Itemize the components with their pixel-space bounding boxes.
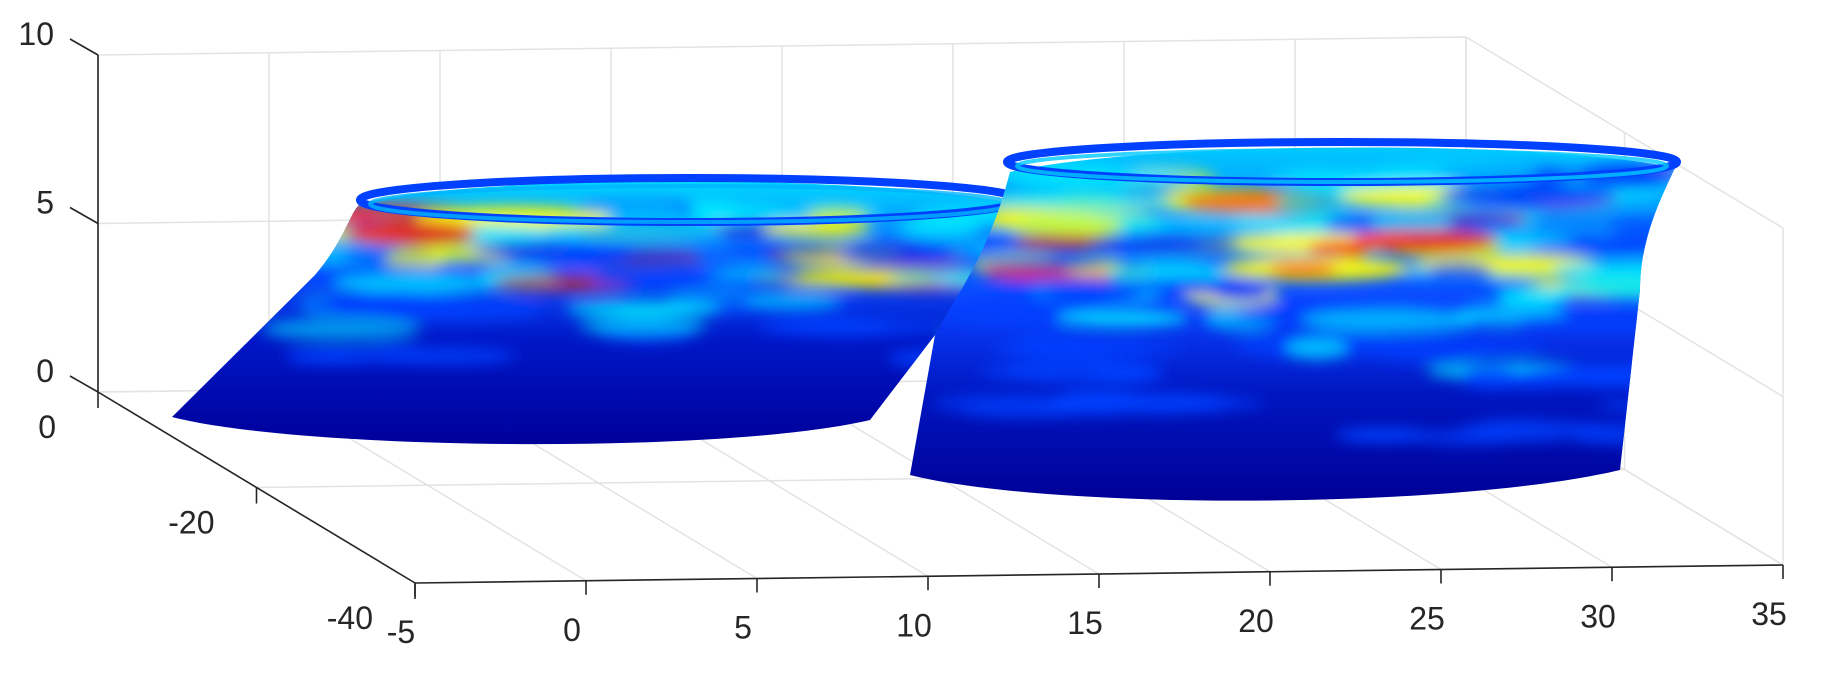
surface-texture-patch <box>1268 263 1339 276</box>
x-tick-label: 30 <box>1580 598 1616 634</box>
surface-texture-patch <box>1301 307 1478 333</box>
z-tick <box>69 206 99 225</box>
right-surface <box>910 138 1681 501</box>
surface-texture-patch <box>1117 279 1273 295</box>
surface-texture-patch <box>578 317 708 336</box>
grid-line-back-z <box>97 36 1467 56</box>
surface-texture-patch <box>1046 279 1143 305</box>
x-tick-label: 35 <box>1751 596 1787 632</box>
x-tick-label: -5 <box>387 614 415 650</box>
x-tick-label: 0 <box>563 612 581 648</box>
surface-texture-patch <box>1438 184 1618 208</box>
surface-texture-patch <box>1049 389 1149 415</box>
surface-texture-patch <box>1007 214 1124 239</box>
surface-texture-patch <box>896 245 988 263</box>
surface-texture-patch <box>1000 358 1146 383</box>
y-tick-label: 0 <box>38 409 56 445</box>
surface-texture-patch <box>1515 313 1675 332</box>
y-tick-label: -40 <box>327 600 373 636</box>
surface-texture-patch <box>285 348 380 364</box>
surface-texture-patch <box>1368 212 1453 231</box>
surface-texture-patch <box>1285 336 1348 360</box>
x-tick-label: 20 <box>1238 603 1274 639</box>
surface-texture-patch <box>1551 422 1675 438</box>
tick-labels: -5 0 5 10 15 20 25 30 35 -40 -20 0 0 5 10 <box>18 16 1786 650</box>
surface-texture-patch <box>898 216 981 239</box>
surface-texture-patch <box>500 249 630 265</box>
surface-texture-patch <box>1557 274 1675 300</box>
surface-texture-patch <box>346 221 477 246</box>
surface-texture-patch <box>1088 235 1241 255</box>
z-tick-label: 0 <box>36 353 54 389</box>
surface-texture-patch <box>1515 364 1675 387</box>
z-tick-label: 5 <box>36 185 54 221</box>
surface-texture-patch <box>1350 229 1499 253</box>
surface-texture-patch <box>752 270 934 289</box>
surface-texture-patch <box>565 300 720 318</box>
surface-texture-patch <box>1334 427 1433 443</box>
surface-texture-patch <box>640 271 794 291</box>
surface-texture-patch <box>332 273 497 293</box>
surface-texture-patch <box>762 223 873 237</box>
surface-texture-patch <box>746 293 841 307</box>
surface-texture-patch <box>384 248 449 269</box>
surface-texture-patch <box>1426 261 1493 283</box>
surface-texture-patch <box>1596 399 1675 413</box>
surface-texture-patch <box>1527 240 1675 254</box>
surface-texture-patch <box>986 189 1173 210</box>
z-tick <box>69 375 99 393</box>
surface-texture-patch <box>1497 287 1572 307</box>
grid-line-side-z <box>1465 36 1784 229</box>
surface-texture-patch <box>758 316 888 335</box>
surface-texture-patch <box>262 317 421 341</box>
x-tick-label: 5 <box>734 610 752 646</box>
surface-texture-patch <box>535 222 723 243</box>
surface-texture-patch <box>1379 337 1547 357</box>
surface-texture-patch <box>1057 310 1190 326</box>
z-tick-label: 10 <box>18 16 54 52</box>
surface-texture-patch <box>1460 365 1523 389</box>
tick-marks <box>69 38 1784 599</box>
z-tick <box>69 38 99 56</box>
surface-texture-patch <box>347 292 466 310</box>
surface-texture-patch <box>1552 260 1675 280</box>
x-tick-label: 25 <box>1409 601 1445 637</box>
x-tick-label: 10 <box>896 607 932 643</box>
x-tick-label: 15 <box>1067 605 1103 641</box>
surface-texture-patch <box>1274 190 1348 213</box>
surface-texture-patch <box>723 243 858 261</box>
surface-texture-patch <box>991 337 1183 359</box>
surface-texture-patch <box>886 271 982 284</box>
y-tick-label: -20 <box>168 505 214 541</box>
left-surface <box>172 174 1024 445</box>
surface-texture-patch <box>1414 428 1518 446</box>
surface-texture-patch <box>981 258 1113 271</box>
